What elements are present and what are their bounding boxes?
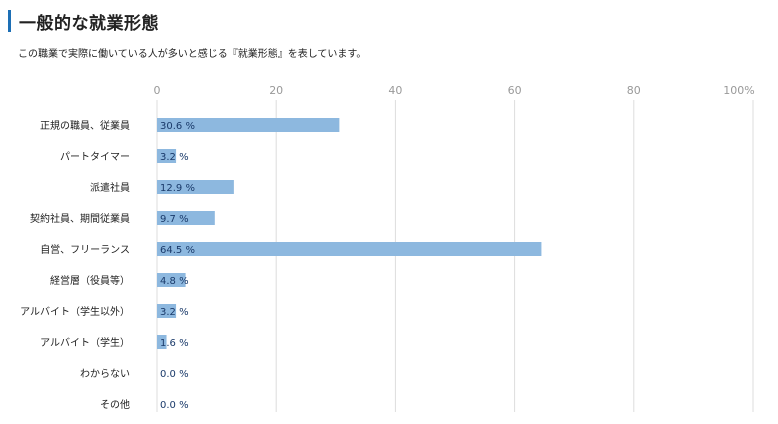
x-tick-label: 80 <box>627 84 641 97</box>
x-tick-label: 20 <box>269 84 283 97</box>
bar-value-label: 3.2 % <box>160 152 189 163</box>
category-label: 経営層（役員等） <box>50 274 130 287</box>
bar <box>157 242 542 256</box>
chart-subtitle: この職業で実際に働いている人が多いと感じる『就業形態』を表しています。 <box>18 49 367 60</box>
bar-value-label: 0.0 % <box>160 400 189 411</box>
bar-value-label: 64.5 % <box>160 245 195 256</box>
bar-value-label: 3.2 % <box>160 307 189 318</box>
bar-value-label: 12.9 % <box>160 183 195 194</box>
page-title: 一般的な就業形態 <box>19 13 159 34</box>
bar-value-label: 30.6 % <box>160 121 195 132</box>
bar <box>157 118 340 132</box>
category-label: 契約社員、期間従業員 <box>30 212 130 225</box>
chart-title-block: 一般的な就業形態 <box>8 9 159 34</box>
bar-value-label: 1.6 % <box>160 338 189 349</box>
bar <box>157 211 215 225</box>
title-accent-bar <box>8 10 11 32</box>
category-label: 派遣社員 <box>90 181 130 194</box>
bar-value-label: 4.8 % <box>160 276 189 287</box>
x-tick-label: 60 <box>508 84 522 97</box>
bar <box>157 335 167 349</box>
bar-value-label: 0.0 % <box>160 369 189 380</box>
category-label: 自営、フリーランス <box>40 243 130 256</box>
bar <box>157 304 177 318</box>
category-label: アルバイト（学生） <box>40 336 130 349</box>
x-tick-label: 40 <box>388 84 402 97</box>
category-label: アルバイト（学生以外） <box>20 305 130 318</box>
category-label: 正規の職員、従業員 <box>40 119 130 132</box>
category-label: パートタイマー <box>60 151 130 163</box>
category-label: その他 <box>100 398 130 411</box>
bar <box>157 149 177 163</box>
bar <box>157 180 234 194</box>
bar <box>157 273 186 287</box>
bar-value-label: 9.7 % <box>160 214 189 225</box>
x-tick-label: 100% <box>723 84 754 97</box>
category-label: わからない <box>80 368 130 380</box>
x-tick-label: 0 <box>154 84 161 97</box>
